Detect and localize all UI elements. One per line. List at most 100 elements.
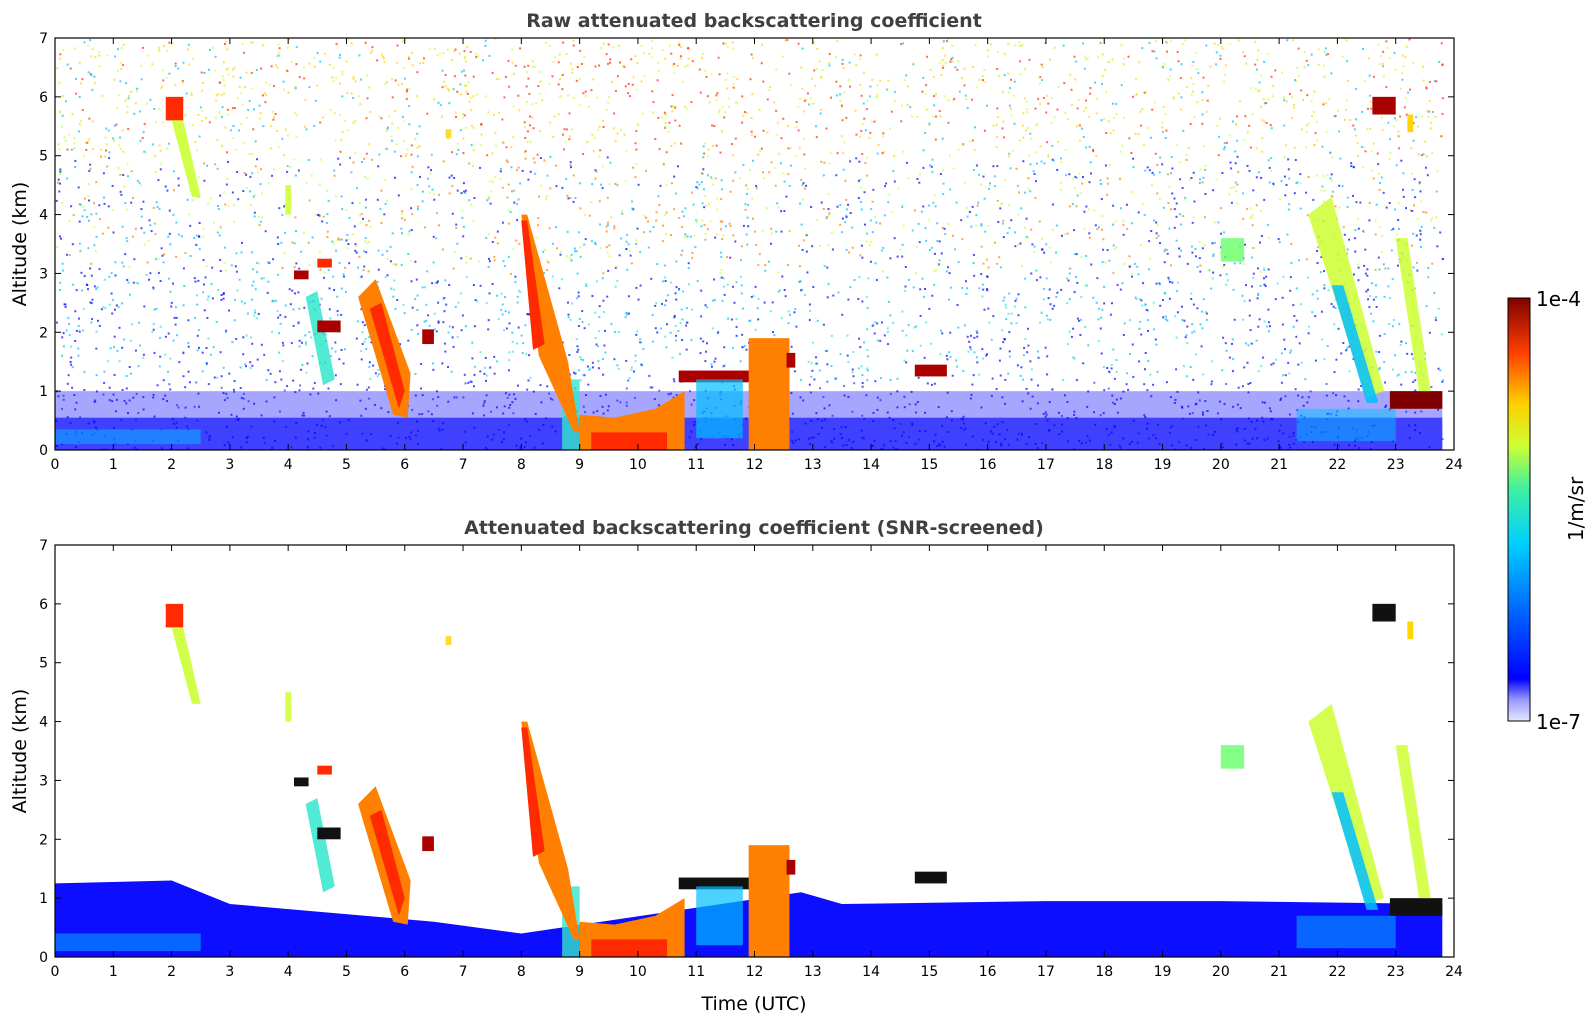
noise-pixel [479, 166, 481, 169]
noise-pixel [1113, 403, 1116, 405]
noise-pixel [674, 324, 677, 327]
noise-pixel [1199, 178, 1201, 181]
noise-pixel [507, 222, 510, 225]
noise-pixel [191, 124, 194, 127]
noise-pixel [815, 356, 817, 359]
noise-pixel [1263, 320, 1266, 323]
noise-pixel [1265, 122, 1268, 124]
noise-pixel [1069, 73, 1072, 76]
noise-pixel [1348, 238, 1351, 241]
noise-pixel [1040, 79, 1043, 82]
noise-pixel [295, 230, 297, 232]
noise-pixel [493, 355, 496, 358]
noise-pixel [679, 352, 681, 355]
noise-pixel [126, 240, 129, 243]
noise-pixel [736, 78, 739, 80]
noise-pixel [950, 410, 953, 413]
noise-pixel [1097, 318, 1100, 321]
noise-pixel [599, 395, 602, 397]
noise-pixel [512, 393, 515, 396]
noise-pixel [1141, 47, 1144, 50]
noise-pixel [273, 85, 275, 87]
noise-pixel [1222, 336, 1225, 339]
noise-pixel [1002, 136, 1005, 139]
noise-pixel [855, 157, 858, 160]
noise-pixel [1148, 268, 1150, 271]
noise-pixel [265, 379, 268, 382]
noise-pixel [873, 332, 876, 335]
noise-pixel [1195, 353, 1198, 356]
noise-pixel [618, 44, 621, 47]
noise-pixel [568, 138, 571, 141]
noise-pixel [572, 39, 575, 42]
noise-pixel [1257, 294, 1260, 296]
noise-pixel [488, 196, 491, 198]
noise-pixel [417, 205, 420, 208]
noise-pixel [939, 173, 942, 175]
noise-pixel [113, 124, 116, 127]
noise-pixel [352, 76, 355, 79]
noise-pixel [394, 110, 397, 112]
noise-pixel [881, 152, 884, 155]
noise-pixel [77, 354, 80, 357]
noise-pixel [338, 56, 341, 59]
noise-pixel [861, 385, 864, 388]
noise-pixel [1268, 236, 1271, 239]
noise-pixel [125, 387, 128, 390]
noise-pixel [1060, 288, 1063, 291]
noise-pixel [1062, 379, 1065, 382]
noise-pixel [455, 226, 458, 229]
noise-pixel [464, 189, 467, 192]
noise-pixel [93, 244, 96, 247]
noise-pixel [267, 182, 270, 185]
noise-pixel [1121, 144, 1124, 147]
noise-pixel [1044, 411, 1047, 414]
noise-pixel [1030, 368, 1033, 371]
noise-pixel [671, 64, 674, 67]
noise-pixel [536, 153, 539, 156]
noise-pixel [1369, 295, 1372, 298]
noise-pixel [570, 166, 572, 169]
noise-pixel [122, 150, 125, 153]
noise-pixel [1282, 275, 1285, 278]
noise-pixel [322, 215, 325, 218]
noise-pixel [139, 183, 142, 186]
noise-pixel [861, 382, 864, 384]
noise-pixel [319, 158, 322, 161]
noise-pixel [663, 111, 666, 114]
noise-pixel [1000, 203, 1003, 206]
noise-pixel [953, 97, 956, 100]
noise-pixel [1008, 104, 1011, 107]
noise-pixel [1017, 243, 1020, 246]
noise-pixel [331, 76, 334, 79]
noise-pixel [1152, 383, 1155, 386]
noise-pixel [982, 79, 984, 81]
noise-pixel [303, 232, 305, 235]
noise-pixel [1027, 236, 1029, 239]
noise-pixel [705, 350, 707, 353]
noise-pixel [1275, 358, 1277, 361]
noise-pixel [727, 317, 730, 320]
noise-pixel [594, 337, 597, 339]
noise-pixel [1235, 190, 1238, 192]
noise-pixel [1335, 40, 1338, 43]
noise-pixel [1162, 206, 1165, 209]
noise-pixel [1232, 358, 1235, 360]
noise-pixel [261, 216, 264, 219]
noise-pixel [397, 194, 400, 197]
noise-pixel [1359, 201, 1362, 204]
noise-pixel [562, 41, 565, 44]
noise-pixel [1198, 399, 1201, 402]
noise-pixel [436, 212, 439, 215]
noise-pixel [602, 126, 605, 128]
noise-pixel [889, 392, 892, 395]
noise-pixel [426, 112, 429, 115]
noise-pixel [808, 383, 811, 386]
noise-pixel [461, 216, 464, 219]
noise-pixel [1175, 368, 1178, 371]
noise-pixel [1210, 287, 1213, 290]
noise-pixel [216, 167, 219, 170]
noise-pixel [443, 296, 446, 299]
noise-pixel [622, 65, 625, 67]
noise-pixel [724, 42, 727, 45]
